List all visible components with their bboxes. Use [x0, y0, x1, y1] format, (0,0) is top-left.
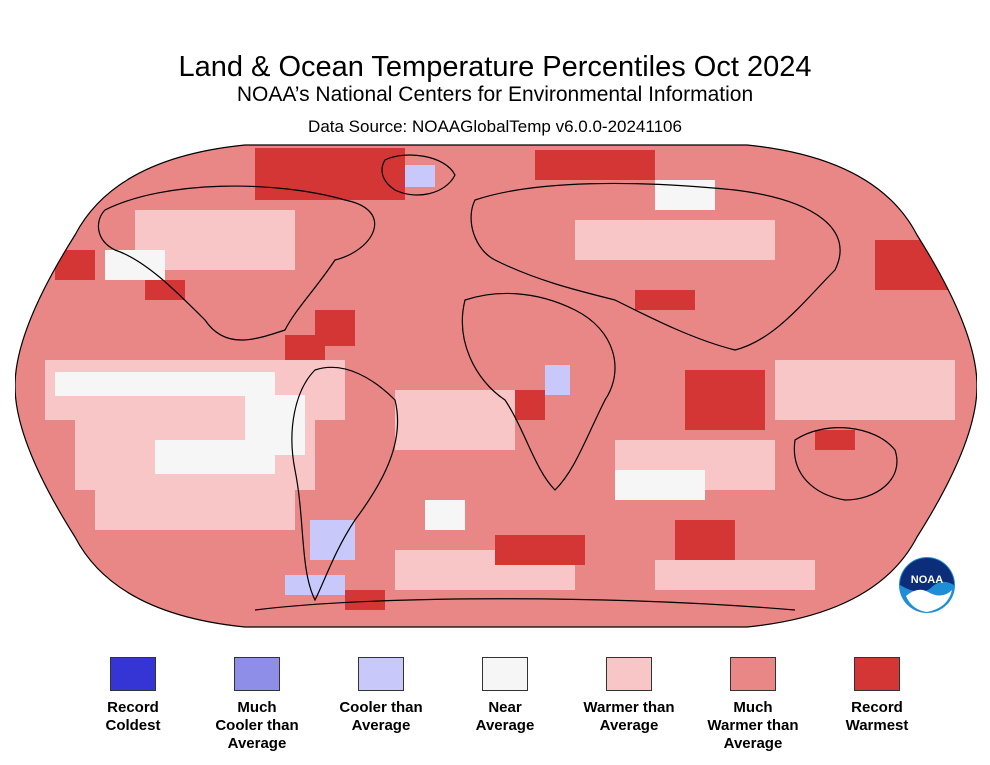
- legend-item-much-cooler: Much Cooler than Average: [195, 657, 319, 753]
- legend-label: Much Cooler than Average: [215, 699, 299, 752]
- legend-label: Warmer than Average: [583, 699, 675, 734]
- legend-item-record-warmest: Record Warmest: [815, 657, 939, 735]
- legend-swatch: [110, 657, 156, 691]
- logo-text: NOAA: [911, 574, 943, 586]
- legend-label: Record Warmest: [845, 699, 909, 734]
- legend-swatch: [234, 657, 280, 691]
- data-source: Data Source: NOAAGlobalTemp v6.0.0-20241…: [308, 117, 682, 136]
- legend-swatch: [730, 657, 776, 691]
- legend-item-near-average: Near Average: [443, 657, 567, 735]
- map-subtitle: NOAA’s National Centers for Environmenta…: [236, 83, 754, 106]
- noaa-logo-icon: NOAA: [899, 557, 955, 613]
- legend-label: Record Coldest: [105, 699, 161, 734]
- near-average-regions: [55, 180, 715, 530]
- legend-item-cooler: Cooler than Average: [319, 657, 443, 735]
- legend-item-warmer: Warmer than Average: [567, 657, 691, 735]
- map-border: [15, 144, 977, 628]
- legend-label: Near Average: [475, 699, 535, 734]
- legend-swatch: [854, 657, 900, 691]
- world-temperature-map: [15, 144, 977, 628]
- legend-label: Much Warmer than Average: [707, 699, 799, 752]
- legend-swatch: [606, 657, 652, 691]
- legend-swatch: [358, 657, 404, 691]
- continent-outlines: [97, 154, 898, 611]
- legend-item-record-coldest: Record Coldest: [71, 657, 195, 735]
- legend-swatch: [482, 657, 528, 691]
- record-warmest-regions: [55, 148, 955, 610]
- legend-item-much-warmer: Much Warmer than Average: [691, 657, 815, 753]
- map-title: Land & Ocean Temperature Percentiles Oct…: [178, 51, 812, 83]
- legend-label: Cooler than Average: [339, 699, 423, 734]
